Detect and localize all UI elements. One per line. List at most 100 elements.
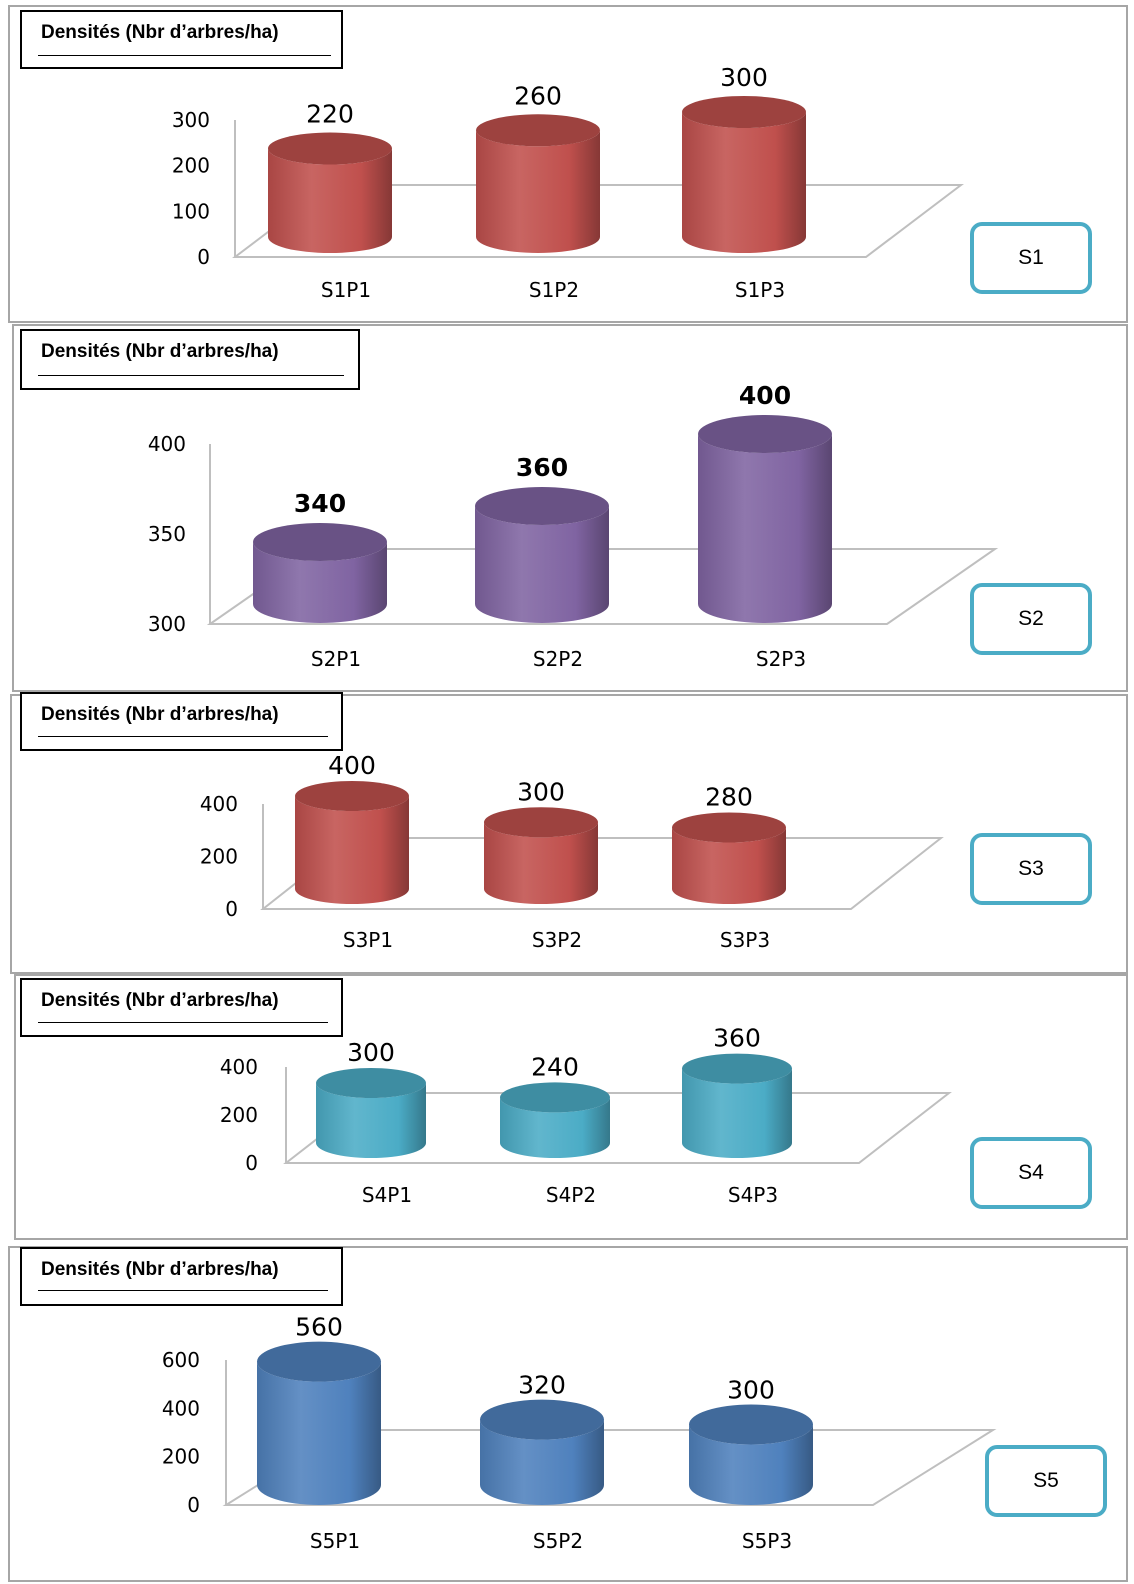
y-tick-label: 200 (220, 1103, 258, 1127)
bar-cylinder-top (480, 1399, 604, 1440)
bar-cylinder (268, 132, 392, 253)
y-tick-label: 0 (197, 245, 210, 269)
bar-cylinder (480, 1399, 604, 1505)
bar-cylinder-top (682, 96, 806, 128)
bar-cylinder (257, 1341, 381, 1505)
bar-value-label: 360 (516, 453, 568, 482)
x-category-label: S2P1 (311, 647, 361, 671)
bar-cylinder-body (682, 1068, 792, 1158)
chart-plot: 300 350 400 340 S2P1 360 S2P2 400 S2P3 (148, 381, 999, 671)
bar-cylinder-body (672, 827, 786, 904)
x-category-label: S1P3 (735, 278, 785, 302)
chart-panel-s2: Densités (Nbr d’arbres/ha) 300 350 400 340 S… (12, 324, 1128, 692)
site-label-box: S1 (970, 222, 1092, 294)
y-tick-label: 200 (200, 845, 238, 869)
title-underline (38, 736, 328, 737)
x-category-label: S1P1 (321, 278, 371, 302)
chart-plot: 0 100 200 300 220 S1P1 260 S1P2 300 S1P3 (172, 63, 964, 302)
chart-title: Densités (Nbr d’arbres/ha) (41, 341, 279, 362)
bar-value-label: 360 (713, 1024, 761, 1053)
bar-cylinder (316, 1068, 426, 1158)
bar-cylinder-top (316, 1068, 426, 1098)
chart-plot: 0 200 400 600 560 S5P1 320 S5P2 300 S5P3 (162, 1313, 997, 1553)
bar-value-label: 300 (347, 1038, 395, 1067)
bar-cylinder-body (682, 112, 806, 253)
bar-cylinder (698, 415, 832, 623)
bar-value-label: 560 (295, 1313, 343, 1342)
bar-value-label: 400 (328, 751, 376, 780)
chart-plot: 0 200 400 300 S4P1 240 S4P2 360 S4P3 (220, 1024, 952, 1207)
chart-title: Densités (Nbr d’arbres/ha) (41, 990, 279, 1011)
chart-title: Densités (Nbr d’arbres/ha) (41, 1259, 279, 1280)
chart-panel-s1: Densités (Nbr d’arbres/ha) 0 100 200 300 220… (8, 5, 1128, 323)
y-tick-label: 0 (187, 1493, 200, 1517)
y-tick-label: 0 (245, 1151, 258, 1175)
y-tick-label: 300 (148, 612, 186, 636)
bar-value-label: 240 (531, 1052, 579, 1081)
chart-title-box: Densités (Nbr d’arbres/ha) (20, 692, 343, 751)
y-tick-label: 600 (162, 1348, 200, 1372)
bar-value-label: 320 (518, 1371, 566, 1400)
bar-cylinder-body (253, 542, 387, 623)
bar-cylinder-body (480, 1419, 604, 1505)
bar-cylinder (475, 487, 609, 623)
chart-title-box: Densités (Nbr d’arbres/ha) (20, 978, 343, 1037)
bar-value-label: 280 (705, 783, 753, 812)
bar-cylinder-body (484, 822, 598, 904)
bar-cylinder-body (316, 1083, 426, 1158)
bar-cylinder (672, 812, 786, 904)
x-category-label: S2P3 (756, 647, 806, 671)
bar-cylinder-top (484, 807, 598, 838)
y-tick-label: 350 (148, 522, 186, 546)
site-label-box: S3 (970, 833, 1092, 905)
x-category-label: S5P1 (310, 1529, 360, 1553)
bar-cylinder-body (689, 1424, 813, 1505)
chart-panel-s3: Densités (Nbr d’arbres/ha) 0 200 400 400 S3P… (10, 692, 1128, 974)
chart-title: Densités (Nbr d’arbres/ha) (41, 704, 279, 725)
bar-cylinder-body (476, 130, 600, 253)
bar-cylinder-top (253, 523, 387, 561)
bar-cylinder (682, 96, 806, 253)
y-tick-label: 300 (172, 108, 210, 132)
bar-cylinder-body (698, 434, 832, 623)
title-underline (38, 1290, 328, 1291)
x-category-label: S3P2 (532, 928, 582, 952)
bar-cylinder-body (257, 1361, 381, 1505)
x-category-label: S3P3 (720, 928, 770, 952)
y-tick-label: 200 (162, 1445, 200, 1469)
bar-cylinder-top (268, 132, 392, 165)
bar-cylinder (500, 1082, 610, 1158)
bar-cylinder-body (295, 796, 409, 904)
bar-cylinder (253, 523, 387, 623)
y-tick-label: 0 (225, 897, 238, 921)
bar-cylinder (682, 1053, 792, 1158)
bar-value-label: 260 (514, 81, 562, 110)
title-underline (38, 55, 331, 56)
y-tick-label: 400 (200, 792, 238, 816)
chart-title-box: Densités (Nbr d’arbres/ha) (20, 1247, 343, 1306)
bar-cylinder-top (475, 487, 609, 525)
chart-panel-s4: Densités (Nbr d’arbres/ha) 0 200 400 300 S4P… (14, 974, 1128, 1240)
x-category-label: S2P2 (533, 647, 583, 671)
bar-value-label: 300 (720, 63, 768, 92)
bar-cylinder-top (672, 812, 786, 843)
bar-cylinder (484, 807, 598, 904)
x-category-label: S3P1 (343, 928, 393, 952)
x-category-label: S4P3 (728, 1183, 778, 1207)
bar-cylinder-body (475, 506, 609, 623)
x-category-label: S5P2 (533, 1529, 583, 1553)
chart-title: Densités (Nbr d’arbres/ha) (41, 22, 279, 43)
bar-cylinder-top (698, 415, 832, 453)
chart-title-box: Densités (Nbr d’arbres/ha) (20, 329, 360, 390)
chart-title-box: Densités (Nbr d’arbres/ha) (20, 10, 343, 69)
chart-plot: 0 200 400 400 S3P1 300 S3P2 280 S3P3 (200, 751, 944, 952)
bar-value-label: 340 (294, 489, 346, 518)
y-tick-label: 400 (220, 1055, 258, 1079)
bar-cylinder-top (500, 1082, 610, 1113)
bar-cylinder-top (476, 114, 600, 147)
bar-value-label: 300 (517, 777, 565, 806)
y-tick-label: 100 (172, 199, 210, 223)
bar-cylinder-top (295, 781, 409, 811)
y-tick-label: 400 (148, 432, 186, 456)
y-tick-label: 400 (162, 1396, 200, 1420)
